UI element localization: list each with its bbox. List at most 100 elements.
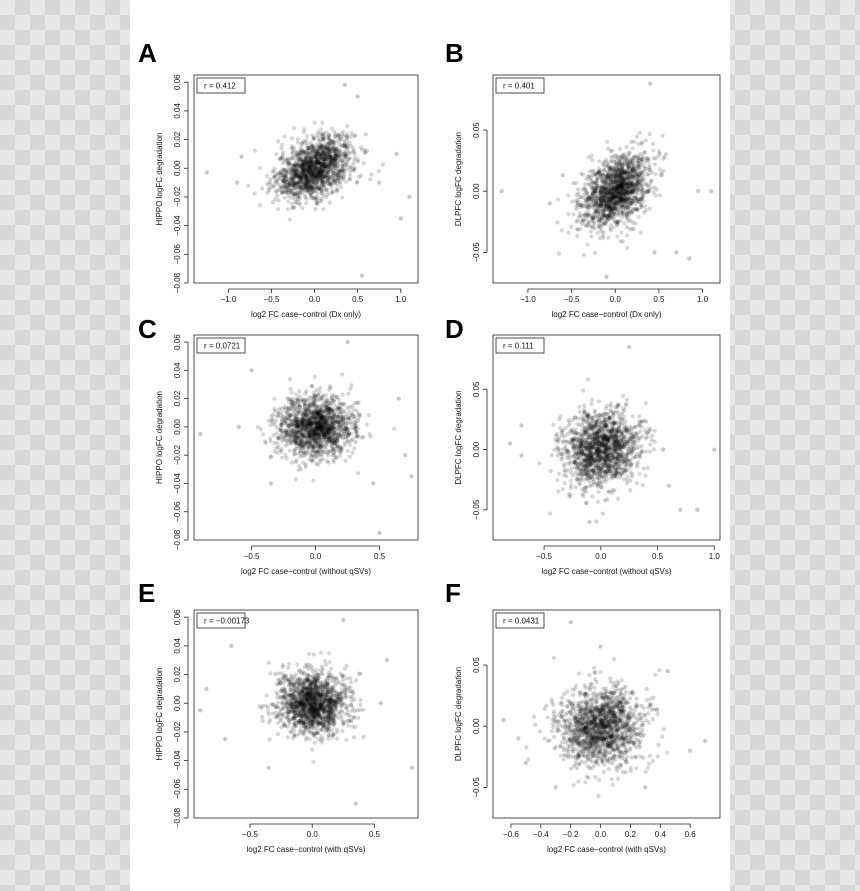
data-point <box>342 163 347 168</box>
data-point <box>323 174 328 179</box>
data-point <box>303 401 308 406</box>
data-point <box>303 464 308 470</box>
data-point <box>622 162 627 167</box>
data-point <box>331 138 336 143</box>
data-point <box>641 199 646 204</box>
data-point <box>333 166 338 171</box>
data-point <box>355 471 361 476</box>
data-point <box>349 383 354 388</box>
data-point <box>265 181 270 186</box>
data-point <box>307 444 312 450</box>
data-point <box>328 161 333 166</box>
data-point <box>344 144 349 149</box>
scatter-points <box>204 82 412 278</box>
data-point <box>278 169 283 174</box>
data-point <box>315 201 320 207</box>
data-point <box>310 190 315 195</box>
data-point <box>314 177 319 182</box>
data-point <box>268 177 273 182</box>
data-point <box>307 175 312 180</box>
data-point <box>334 175 339 180</box>
data-point <box>319 183 324 188</box>
data-point <box>323 152 328 157</box>
y-tick-label: 0.02 <box>173 390 182 406</box>
data-point <box>295 179 300 184</box>
data-point <box>322 157 327 162</box>
data-point <box>627 151 632 156</box>
data-point <box>556 489 561 494</box>
data-point <box>633 202 638 207</box>
data-point <box>331 174 336 179</box>
data-point <box>290 136 295 141</box>
data-point <box>308 163 313 168</box>
data-point <box>308 156 314 161</box>
data-point <box>327 182 332 187</box>
data-point <box>297 170 302 175</box>
data-point <box>289 144 295 149</box>
outlier-point <box>236 424 241 429</box>
data-point <box>340 372 345 377</box>
data-point <box>573 485 578 490</box>
data-point <box>288 176 293 181</box>
data-point <box>330 146 335 151</box>
data-point <box>639 188 644 193</box>
data-point <box>313 173 318 179</box>
data-point <box>292 185 297 190</box>
data-point <box>290 151 295 156</box>
r-label: r = 0.0721 <box>196 337 246 354</box>
data-point <box>333 430 339 435</box>
data-point <box>274 450 280 455</box>
data-point <box>312 185 317 190</box>
data-point <box>348 173 353 178</box>
outlier-point <box>342 82 347 88</box>
data-point <box>634 134 640 139</box>
data-point <box>625 211 630 216</box>
data-point <box>316 436 321 441</box>
data-point <box>636 161 641 166</box>
outlier-point <box>345 340 350 345</box>
data-point <box>314 201 319 206</box>
data-point <box>293 166 298 171</box>
data-point <box>578 481 583 486</box>
x-tick-label: −0.5 <box>264 295 280 304</box>
data-point <box>319 196 324 201</box>
data-point <box>343 144 348 149</box>
data-point <box>286 168 291 173</box>
data-point <box>304 201 309 206</box>
data-point <box>307 151 312 156</box>
data-point <box>303 391 308 396</box>
r-label-text: r = 0.412 <box>204 82 236 91</box>
data-point <box>636 141 641 146</box>
data-point <box>304 407 309 412</box>
data-point <box>340 132 345 137</box>
data-point <box>311 174 316 179</box>
data-point <box>309 171 315 176</box>
data-point <box>325 181 330 186</box>
data-point <box>316 151 321 156</box>
data-point <box>566 193 571 198</box>
data-point <box>618 146 623 151</box>
outlier-point <box>547 201 552 206</box>
data-point <box>280 185 285 190</box>
data-point <box>312 120 317 125</box>
data-point <box>344 163 349 168</box>
data-point <box>642 150 647 155</box>
data-point <box>326 149 332 154</box>
data-point <box>620 410 625 415</box>
data-point <box>341 429 346 434</box>
data-point <box>637 471 642 476</box>
data-point <box>301 129 306 134</box>
data-point <box>280 142 285 147</box>
data-point <box>657 167 662 172</box>
data-point <box>285 410 290 415</box>
data-point <box>319 176 324 181</box>
y-tick-label: 0.00 <box>173 160 182 176</box>
data-point <box>380 162 385 167</box>
data-point <box>584 210 589 215</box>
data-point <box>300 186 305 191</box>
data-point <box>291 181 296 186</box>
data-point <box>335 173 340 178</box>
data-point <box>664 152 669 157</box>
data-point <box>317 161 322 166</box>
